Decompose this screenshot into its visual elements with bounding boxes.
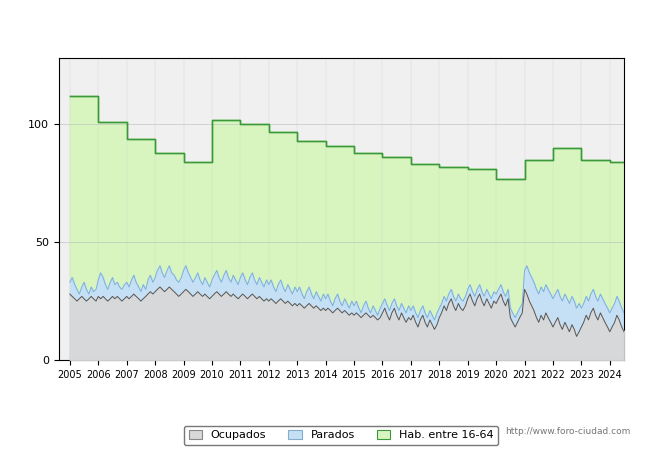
Text: http://www.foro-ciudad.com: http://www.foro-ciudad.com bbox=[505, 428, 630, 436]
Text: Salduero - Evolucion de la poblacion en edad de Trabajar Septiembre de 2024: Salduero - Evolucion de la poblacion en … bbox=[81, 18, 569, 31]
Legend: Ocupados, Parados, Hab. entre 16-64: Ocupados, Parados, Hab. entre 16-64 bbox=[184, 426, 499, 445]
